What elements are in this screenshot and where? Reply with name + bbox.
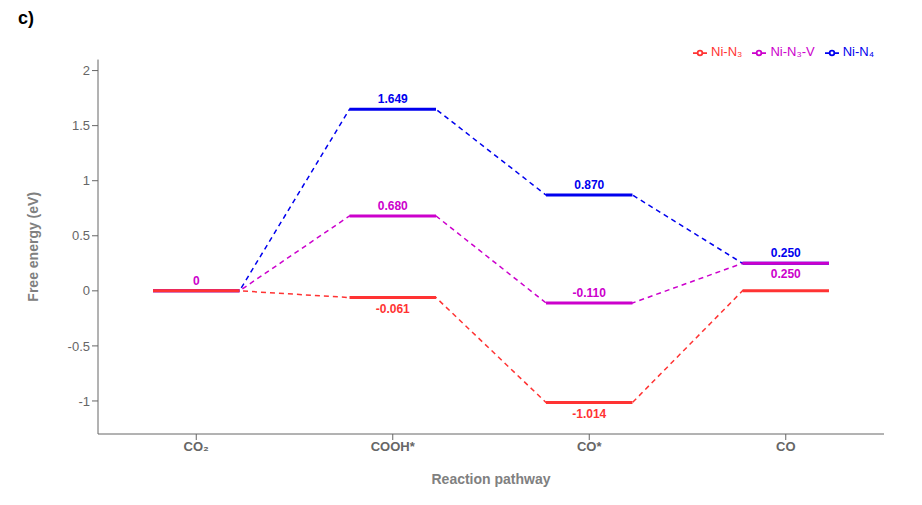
- svg-text:0.250: 0.250: [771, 267, 801, 281]
- html-text:Ni-N₃-V: Ni-N₃-V: [770, 44, 815, 59]
- svg-text:CO₂: CO₂: [184, 439, 210, 454]
- svg-text:-0.110: -0.110: [573, 286, 607, 300]
- svg-text:0.870: 0.870: [574, 178, 604, 192]
- svg-text:0.680: 0.680: [378, 199, 408, 213]
- svg-text:-1.014: -1.014: [572, 407, 606, 421]
- svg-text:0: 0: [83, 283, 90, 298]
- svg-text:COOH*: COOH*: [371, 439, 416, 454]
- svg-text:0.250: 0.250: [771, 246, 801, 260]
- svg-text:-0.061: -0.061: [376, 302, 410, 316]
- svg-text:0: 0: [193, 274, 200, 288]
- svg-text:1.5: 1.5: [72, 118, 90, 133]
- svg-text:0.5: 0.5: [72, 228, 90, 243]
- html-text:Ni-N₃: Ni-N₃: [711, 44, 743, 59]
- svg-text:2: 2: [83, 63, 90, 78]
- html-text:c): c): [18, 8, 34, 28]
- svg-text:Free energy (eV): Free energy (eV): [25, 192, 41, 302]
- svg-text:-0.5: -0.5: [68, 339, 90, 354]
- svg-text:CO*: CO*: [577, 439, 603, 454]
- svg-text:1: 1: [83, 173, 90, 188]
- svg-text:1.649: 1.649: [378, 92, 408, 106]
- html-text:Ni-N₄: Ni-N₄: [842, 44, 874, 59]
- svg-text:CO: CO: [776, 439, 796, 454]
- svg-text:Reaction pathway: Reaction pathway: [431, 471, 550, 487]
- svg-text:-1: -1: [78, 394, 90, 409]
